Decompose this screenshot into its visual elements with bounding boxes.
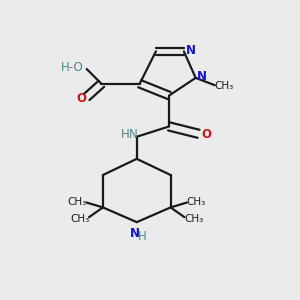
Text: N: N	[186, 44, 196, 57]
Text: CH₃: CH₃	[215, 81, 234, 91]
Text: N: N	[128, 128, 137, 142]
Text: H: H	[138, 230, 147, 243]
Text: O: O	[76, 92, 86, 105]
Text: H-O: H-O	[61, 61, 83, 74]
Text: CH₃: CH₃	[70, 214, 89, 224]
Text: CH₃: CH₃	[68, 197, 87, 207]
Text: CH₃: CH₃	[184, 214, 203, 224]
Text: N: N	[197, 70, 207, 83]
Text: O: O	[202, 128, 212, 142]
Text: H: H	[121, 128, 130, 142]
Text: CH₃: CH₃	[187, 197, 206, 207]
Text: N: N	[129, 227, 140, 240]
